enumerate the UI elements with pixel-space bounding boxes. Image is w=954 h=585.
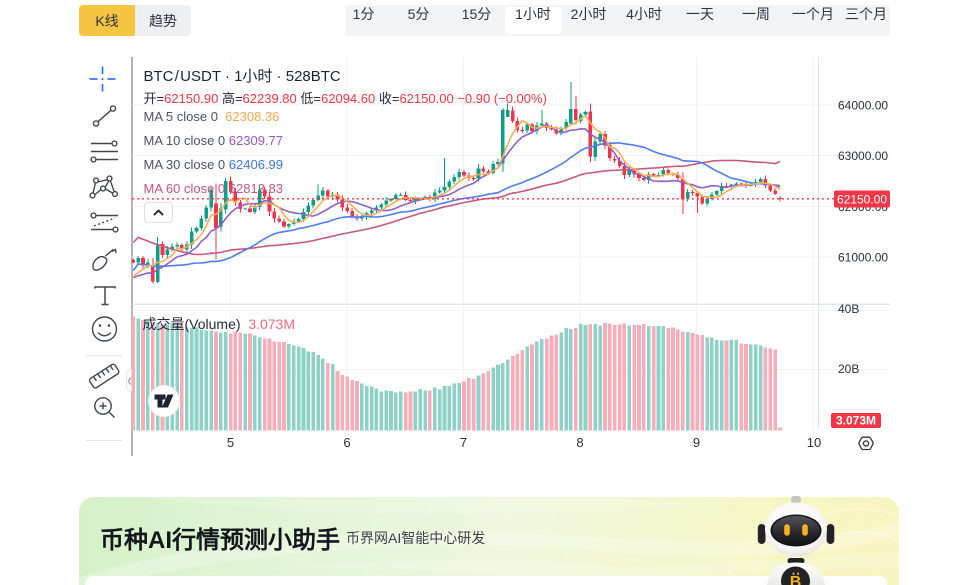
svg-text:40B: 40B <box>838 302 859 316</box>
svg-text:3.073M: 3.073M <box>836 414 876 428</box>
svg-text:B: B <box>790 574 802 585</box>
svg-text:8: 8 <box>576 435 583 450</box>
svg-text:61000.00: 61000.00 <box>838 251 888 265</box>
svg-text:62150.00: 62150.00 <box>837 192 887 206</box>
svg-text:10: 10 <box>807 435 821 450</box>
svg-text:64000.00: 64000.00 <box>838 99 888 113</box>
svg-text:63000.00: 63000.00 <box>838 149 888 163</box>
svg-text:9: 9 <box>693 435 700 450</box>
svg-text:6: 6 <box>343 435 350 450</box>
svg-text:20B: 20B <box>838 362 859 376</box>
svg-text:7: 7 <box>460 435 467 450</box>
svg-text:5: 5 <box>227 435 234 450</box>
